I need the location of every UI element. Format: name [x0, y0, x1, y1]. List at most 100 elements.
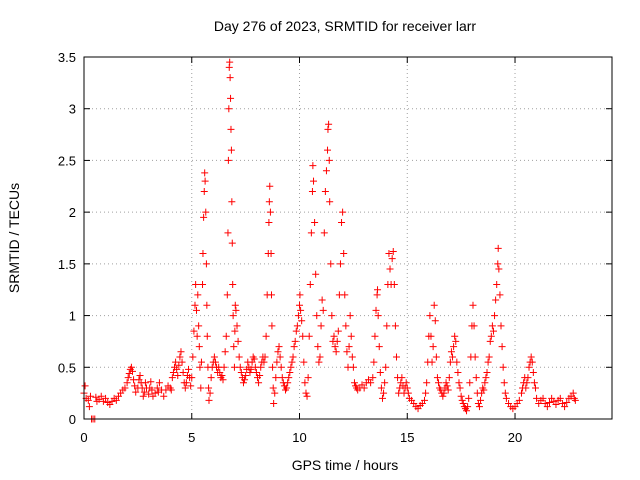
data-point [427, 332, 435, 340]
data-point [261, 353, 269, 361]
data-point [222, 332, 230, 340]
data-point [231, 327, 239, 335]
y-tick-labels: 0 0.5 1 1.5 2 2.5 3 3.5 [58, 50, 76, 427]
data-point [309, 162, 317, 170]
data-point [200, 187, 208, 195]
data-point [169, 368, 177, 376]
data-point [475, 403, 483, 411]
data-point [140, 388, 148, 396]
data-point [334, 327, 342, 335]
data-point [290, 343, 298, 351]
data-point [569, 389, 577, 397]
data-point [453, 358, 461, 366]
data-point [298, 317, 306, 325]
data-point [227, 94, 235, 102]
data-point [232, 306, 240, 314]
data-point [422, 389, 430, 397]
data-point [293, 322, 301, 330]
data-point [235, 353, 243, 361]
data-point [252, 368, 260, 376]
data-point [346, 312, 354, 320]
data-point [429, 343, 437, 351]
data-point [265, 218, 273, 226]
data-point [192, 281, 200, 289]
data-point [191, 301, 199, 309]
data-point [226, 74, 234, 82]
data-point [267, 250, 275, 258]
data-point [339, 208, 347, 216]
data-point [312, 270, 320, 278]
data-point [561, 403, 569, 411]
data-point [327, 260, 335, 268]
data-point [288, 358, 296, 366]
data-point [296, 301, 304, 309]
data-point [386, 265, 394, 273]
data-point [256, 372, 264, 380]
data-point [236, 363, 244, 371]
data-point [139, 392, 147, 400]
data-point [153, 384, 161, 392]
data-point [546, 398, 554, 406]
y-tick-label: 0.5 [58, 360, 76, 375]
data-point [276, 353, 284, 361]
data-point [326, 198, 334, 206]
data-point [322, 167, 330, 175]
data-point [199, 250, 207, 258]
data-point [525, 363, 533, 371]
data-point [257, 363, 265, 371]
data-point [239, 379, 247, 387]
data-point [218, 372, 226, 380]
data-point [528, 358, 536, 366]
data-point [310, 177, 318, 185]
data-point [86, 392, 94, 400]
data-point [185, 365, 193, 373]
data-point [221, 348, 229, 356]
data-point [315, 358, 323, 366]
x-tick-labels: 0 5 10 15 20 [80, 430, 522, 445]
data-point [398, 374, 406, 382]
data-point [97, 392, 105, 400]
data-point [324, 125, 332, 133]
data-point [127, 363, 135, 371]
y-tick-label: 2.5 [58, 153, 76, 168]
data-point [230, 343, 238, 351]
chart-title: Day 276 of 2023, SRMTID for receiver lar… [214, 18, 477, 34]
data-point [325, 120, 333, 128]
data-point [294, 312, 302, 320]
data-point [495, 265, 503, 273]
data-point [324, 146, 332, 154]
data-point [136, 372, 144, 380]
data-point [331, 343, 339, 351]
plot-frame [83, 56, 613, 420]
data-point [381, 379, 389, 387]
data-point [375, 343, 383, 351]
data-point [349, 363, 357, 371]
data-point [268, 322, 276, 330]
data-point [188, 374, 196, 382]
data-point [124, 374, 132, 382]
data-point [524, 374, 532, 382]
data-point [447, 348, 455, 356]
data-point [202, 208, 210, 216]
data-point [367, 379, 375, 387]
y-axis-label: SRMTID / TECUs [6, 183, 22, 293]
data-point [285, 374, 293, 382]
data-point [227, 125, 235, 133]
data-point [459, 399, 467, 407]
data-point [233, 322, 241, 330]
data-point [392, 353, 400, 361]
data-point [148, 386, 156, 394]
data-point [463, 407, 471, 415]
data-point [529, 368, 537, 376]
data-point [336, 260, 344, 268]
data-point [189, 353, 197, 361]
data-point [203, 332, 211, 340]
data-point [194, 291, 202, 299]
data-point [223, 291, 231, 299]
data-point [210, 353, 218, 361]
data-point [469, 301, 477, 309]
data-point [482, 374, 490, 382]
data-point [556, 394, 564, 402]
data-point [203, 301, 211, 309]
data-point [360, 384, 368, 392]
